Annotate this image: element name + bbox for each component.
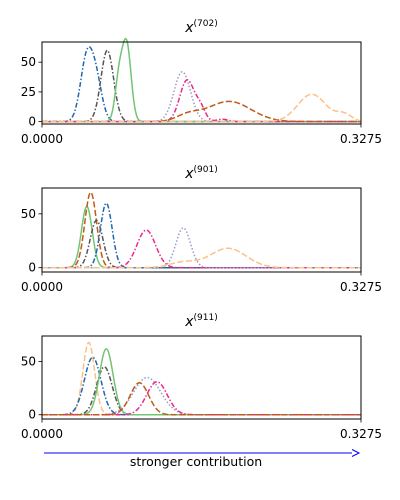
contribution-arrow: stronger contribution — [44, 449, 361, 469]
axes-frame — [41, 335, 362, 420]
arrow-label: stronger contribution — [130, 454, 262, 469]
panels: 0 25 50 0.0000 0.3275 x(702) 0 50 0.0000 0.3275 x(… — [21, 19, 382, 441]
series-line-6 — [42, 227, 361, 269]
x-tick-label: 0.0000 — [21, 132, 63, 146]
series-line-4 — [42, 70, 361, 123]
series-line-2 — [42, 191, 361, 269]
x-tick-label: 0.3275 — [340, 280, 382, 294]
y-tick-label: 0 — [28, 408, 36, 422]
series-line-7 — [42, 93, 362, 123]
y-tick-label: 50 — [21, 355, 36, 369]
series-line-2 — [42, 49, 361, 123]
panel-title: x(901) — [184, 165, 218, 182]
panel-title: x(702) — [184, 19, 218, 36]
series-line-3 — [42, 37, 361, 123]
y-tick-label: 0 — [28, 261, 36, 275]
series-line-1 — [42, 205, 361, 269]
series-line-1 — [42, 341, 361, 416]
x-tick-label: 0.0000 — [21, 280, 63, 294]
series-line-7 — [42, 382, 361, 416]
series-line-5 — [42, 229, 361, 269]
series-line-2 — [42, 356, 361, 416]
series-line-3 — [42, 219, 361, 269]
series-line-5 — [42, 79, 361, 123]
y-tick-label: 50 — [21, 55, 36, 69]
y-tick-label: 0 — [28, 115, 36, 129]
x-tick-label: 0.3275 — [340, 132, 382, 146]
panel-1: 0 25 50 0.0000 0.3275 x(702) — [21, 19, 382, 146]
series-line-7 — [42, 247, 361, 269]
x-tick-label: 0.0000 — [21, 427, 63, 441]
series-line-6 — [42, 381, 361, 416]
panel-2: 0 50 0.0000 0.3275 x(901) — [21, 165, 382, 294]
y-tick-label: 50 — [21, 207, 36, 221]
axes-frame — [41, 41, 362, 125]
panel-title: x(911) — [184, 313, 218, 330]
panel-3: 0 50 0.0000 0.3275 x(911) — [21, 313, 382, 441]
series-line-5 — [42, 376, 361, 416]
series-line-3 — [42, 366, 361, 416]
axes-frame — [41, 187, 362, 273]
arrow-head — [351, 449, 361, 457]
x-tick-label: 0.3275 — [340, 427, 382, 441]
y-tick-label: 25 — [21, 85, 36, 99]
series-line-1 — [42, 46, 361, 123]
